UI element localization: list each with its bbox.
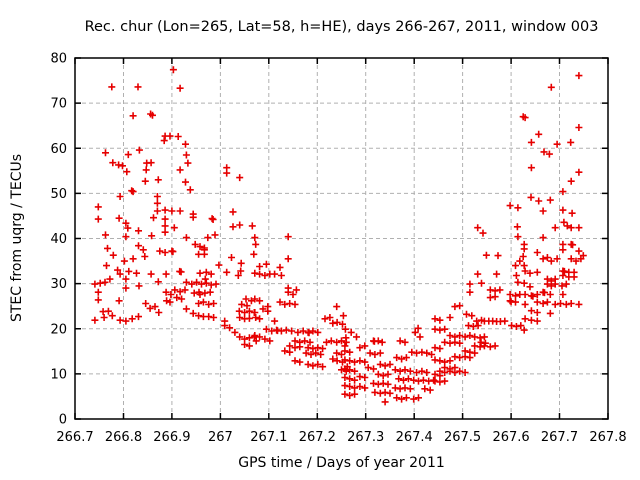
x-axis-label: GPS time / Days of year 2011 [238, 455, 445, 471]
y-tick-label: 40 [50, 232, 67, 247]
x-tick-label: 267.5 [444, 430, 481, 445]
y-tick-label: 70 [50, 97, 67, 112]
x-tick-label: 267.8 [589, 430, 626, 445]
x-tick-label: 266.9 [153, 430, 190, 445]
x-tick-label: 267.2 [299, 430, 336, 445]
y-tick-label: 80 [50, 52, 67, 67]
x-tick-label: 266.7 [56, 430, 93, 445]
x-tick-label: 267.4 [396, 430, 433, 445]
grid-lines [74, 57, 609, 420]
y-tick-label: 10 [50, 367, 67, 382]
x-tick-label: 267.1 [250, 430, 287, 445]
y-tick-label: 60 [50, 142, 67, 157]
chart-title: Rec. chur (Lon=265, Lat=58, h=HE), days … [84, 19, 599, 35]
y-tick-label: 50 [50, 187, 67, 202]
y-tick-label: 0 [59, 413, 67, 428]
x-tick-label: 267.3 [347, 430, 384, 445]
x-tick-label: 266.8 [105, 430, 142, 445]
data-points [91, 66, 587, 406]
y-tick-label: 20 [50, 322, 67, 337]
x-tick-label: 267.7 [541, 430, 578, 445]
tick-marks [74, 57, 609, 420]
y-tick-label: 30 [50, 277, 67, 292]
x-tick-label: 267.6 [492, 430, 529, 445]
x-tick-label: 267 [208, 430, 233, 445]
